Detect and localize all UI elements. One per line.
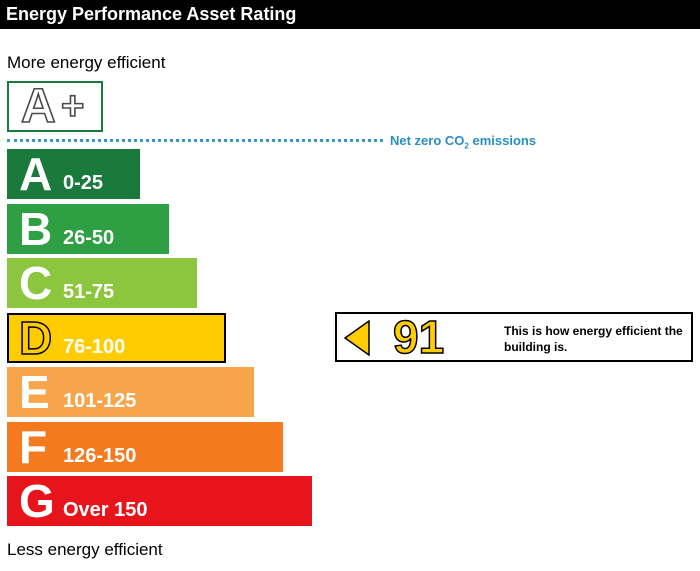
aplus-band: A + xyxy=(7,79,103,134)
band-f: F 126-150 xyxy=(7,422,283,472)
band-d: D 76-100 xyxy=(7,312,226,364)
rating-value: 91 xyxy=(392,310,445,364)
band-range: 26-50 xyxy=(63,227,115,249)
aplus-letter: A xyxy=(20,79,56,134)
net-zero-label: Net zero CO2 emissions xyxy=(390,133,536,151)
more-efficient-caption: More energy efficient xyxy=(7,53,166,72)
band-a: A 0-25 xyxy=(7,149,140,199)
band-letter: D xyxy=(18,312,53,364)
band-letter: F xyxy=(19,421,48,473)
band-letter: B xyxy=(19,203,53,255)
band-letter: E xyxy=(19,366,50,418)
band-e: E 101-125 xyxy=(7,367,254,417)
pointer-arrow-icon xyxy=(343,320,370,356)
current-rating-indicator: 91 This is how energy efficient the buil… xyxy=(335,310,693,364)
band-range: 101-125 xyxy=(63,390,137,412)
net-zero-subscript: 2 xyxy=(464,141,469,151)
less-efficient-caption: Less energy efficient xyxy=(7,540,163,559)
band-letter: G xyxy=(19,475,55,527)
band-g: G Over 150 xyxy=(7,476,312,526)
net-zero-prefix: Net zero CO xyxy=(390,133,465,148)
band-range: 76-100 xyxy=(63,336,126,358)
band-range: 126-150 xyxy=(63,445,137,467)
band-letter: A xyxy=(19,148,53,200)
net-zero-suffix: emissions xyxy=(468,133,537,148)
band-c: C 51-75 xyxy=(7,258,197,308)
pointer-arrow-shape xyxy=(343,320,370,356)
rating-note: This is how energy efficient the buildin… xyxy=(504,324,683,354)
aplus-plus: + xyxy=(60,83,85,129)
band-range: 51-75 xyxy=(63,281,115,303)
band-range: 0-25 xyxy=(63,172,104,194)
band-b: B 26-50 xyxy=(7,204,169,254)
net-zero-divider xyxy=(7,139,383,142)
band-letter: C xyxy=(19,257,53,309)
band-range: Over 150 xyxy=(63,499,148,521)
page-title: Energy Performance Asset Rating xyxy=(0,0,700,29)
